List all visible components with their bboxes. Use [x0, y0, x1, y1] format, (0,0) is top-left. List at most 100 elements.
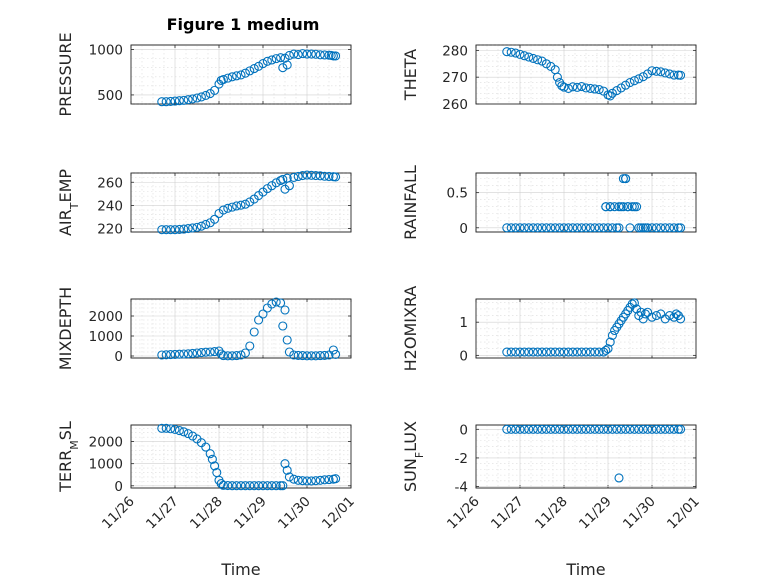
data-point [640, 223, 650, 233]
data-point [638, 72, 648, 82]
data-point [210, 85, 220, 95]
data-point [179, 427, 189, 437]
data-point [581, 424, 591, 434]
data-point [601, 202, 611, 212]
data-point [276, 481, 286, 491]
data-point [546, 223, 556, 233]
data-point [665, 69, 675, 79]
data-point [552, 72, 562, 82]
data-point [594, 223, 604, 233]
data-point [331, 51, 341, 61]
axes-frame [475, 44, 697, 105]
data-point [298, 476, 308, 486]
data-point [245, 481, 255, 491]
data-point [258, 309, 268, 319]
data-point [638, 314, 648, 324]
data-point [559, 82, 569, 92]
data-point [196, 92, 206, 102]
data-point [161, 350, 171, 360]
data-point [236, 200, 246, 210]
data-point [568, 347, 578, 357]
data-point [607, 330, 617, 341]
data-point [568, 223, 578, 233]
data-point [302, 49, 312, 59]
y-tick-label: 2000 [89, 435, 123, 451]
data-point [183, 223, 193, 234]
data-point [607, 88, 617, 98]
data-point [638, 223, 648, 233]
data-point [618, 174, 628, 184]
data-point [605, 337, 615, 347]
data-point [320, 350, 330, 360]
data-point [170, 225, 180, 235]
data-point [651, 223, 661, 233]
y-tick-label: 1 [459, 315, 468, 331]
data-point [240, 348, 250, 358]
data-point [656, 67, 666, 77]
data-point [555, 223, 565, 233]
data-point [324, 171, 334, 182]
data-point [282, 335, 292, 345]
data-point [306, 351, 316, 361]
data-point [210, 214, 220, 224]
data-point [236, 481, 246, 491]
data-point [240, 199, 250, 209]
data-point [550, 223, 560, 233]
data-point [533, 223, 543, 233]
data-point [502, 223, 512, 233]
axes-terr-msl: 11/26 11/27 11/28 11/29 11/30 12/01 0 1000 2000 T… [56, 421, 358, 579]
y-tick-label: 220 [97, 222, 123, 238]
data-point [236, 350, 246, 360]
data-point [207, 454, 217, 464]
data-point [647, 66, 657, 76]
data-point [577, 223, 587, 233]
data-point [638, 424, 648, 434]
data-point [647, 424, 657, 434]
data-point [605, 91, 615, 101]
data-point [183, 95, 193, 105]
axes-rainfall: 0 0.5 RAINFALL [401, 165, 697, 240]
data-point [559, 347, 569, 357]
data-point [541, 347, 551, 357]
x-tick-label: 11/28 [532, 494, 571, 533]
data-point [590, 84, 600, 94]
data-point [298, 49, 308, 59]
data-point [166, 225, 176, 235]
data-point [315, 351, 325, 361]
data-point [267, 55, 277, 65]
x-axis-label: Time [220, 560, 260, 579]
data-point [170, 424, 180, 434]
data-point [293, 475, 303, 485]
data-point [656, 424, 666, 434]
data-point [170, 349, 180, 359]
data-point [192, 222, 202, 232]
data-point [306, 476, 316, 486]
data-point [282, 60, 292, 70]
y-axis-label: H2OMIXRA [401, 286, 420, 372]
data-point [506, 47, 516, 57]
data-point [533, 347, 543, 357]
x-tick-label: 11/30 [620, 494, 659, 533]
data-point [218, 351, 228, 361]
data-point [201, 90, 211, 101]
data-point [515, 347, 525, 357]
data-point [550, 347, 560, 357]
data-point [223, 481, 233, 491]
data-point [660, 68, 670, 78]
data-point [651, 424, 661, 434]
data-point [669, 223, 679, 233]
data-point [603, 223, 613, 233]
axes-frame [130, 172, 352, 233]
data-point [278, 63, 288, 73]
data-point [563, 83, 573, 93]
data-point [157, 423, 167, 433]
data-point [585, 347, 595, 357]
data-point [311, 170, 321, 181]
data-point [174, 349, 184, 359]
data-point [607, 424, 617, 434]
data-point [546, 424, 556, 434]
data-point [298, 351, 308, 361]
data-point [590, 424, 600, 434]
data-point [568, 424, 578, 434]
data-point [271, 481, 281, 491]
